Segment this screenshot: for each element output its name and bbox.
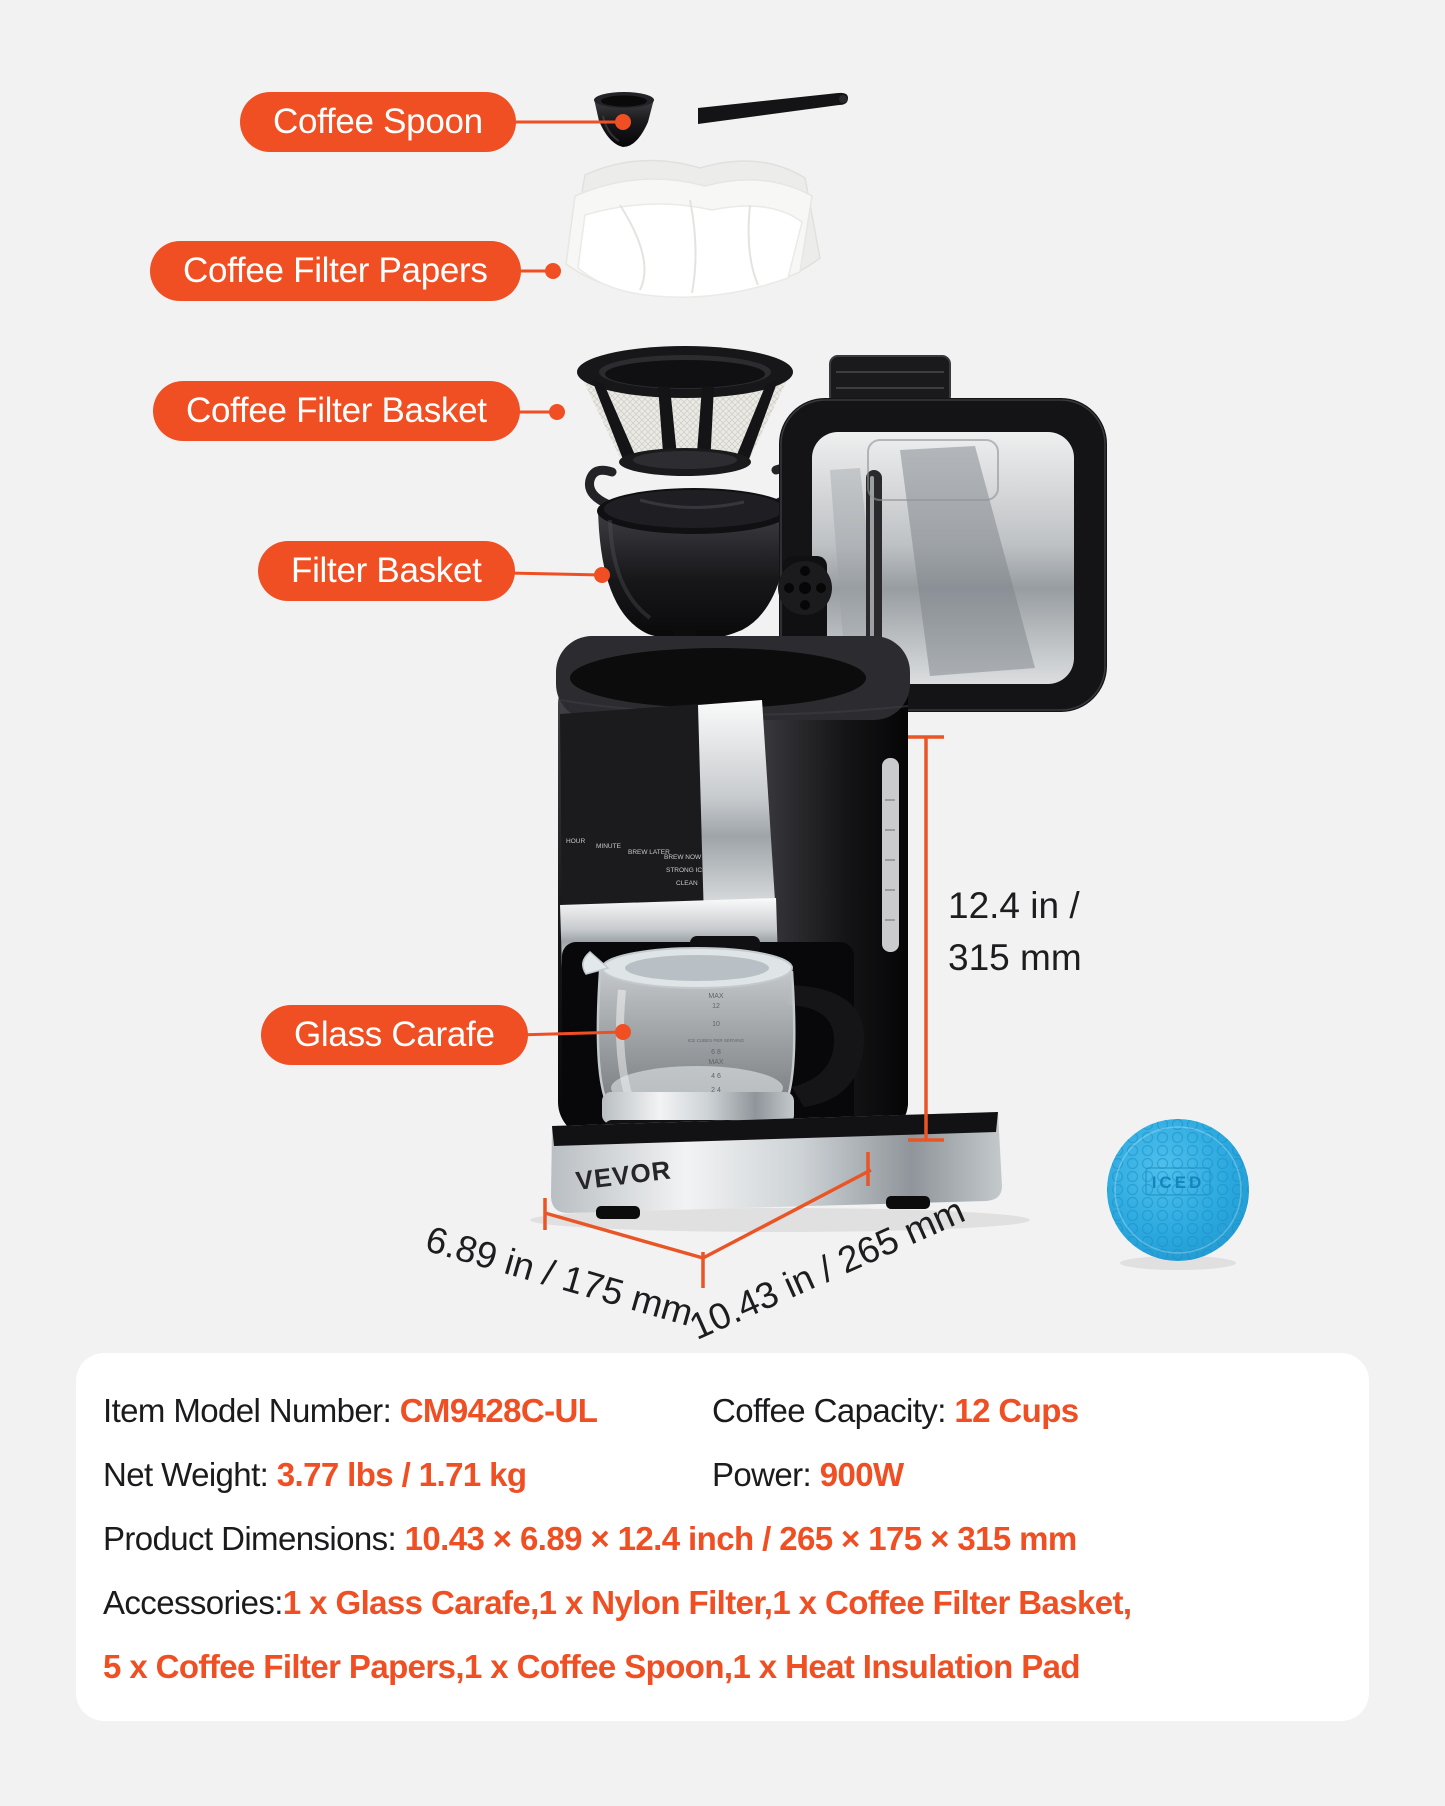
spec-accessories-line2: 5 x Coffee Filter Papers,1 x Coffee Spoo…: [103, 1648, 1349, 1686]
spec-power: Power: 900W: [712, 1456, 1349, 1494]
svg-text:6 8: 6 8: [711, 1049, 721, 1056]
coffee-machine-photo: HOUR MINUTE BREW LATER BREW NOW STRONG I…: [530, 355, 1107, 1232]
spec-label: Coffee Capacity:: [712, 1392, 955, 1429]
machine-stainless-corner: [698, 700, 776, 920]
heat-pad-iced-label: ICED: [1152, 1173, 1205, 1192]
carafe-markings: MAX 12 10 ICE CUBES PER SERVING 6 8 MAX …: [688, 993, 745, 1094]
svg-text:2 4: 2 4: [711, 1087, 721, 1094]
coffee-filter-papers-photo: [565, 159, 821, 298]
spec-label: Product Dimensions:: [103, 1520, 405, 1557]
glass-carafe-photo: MAX 12 10 ICE CUBES PER SERVING 6 8 MAX …: [582, 947, 865, 1138]
heat-insulation-pad-photo: ICED: [1107, 1119, 1249, 1270]
callout-dot-glass-carafe: [615, 1024, 631, 1040]
machine-control-panel: HOUR MINUTE BREW LATER BREW NOW STRONG I…: [560, 700, 778, 968]
panel-button-minute: MINUTE: [596, 843, 622, 850]
spec-value: 12 Cups: [954, 1392, 1079, 1429]
callout-pill-coffee-spoon: Coffee Spoon: [240, 92, 516, 152]
machine-lid-open: [779, 355, 1107, 712]
panel-button-clean: CLEAN: [676, 880, 698, 887]
callout-pill-filter-basket: Filter Basket: [258, 541, 515, 601]
dimension-annotations: [543, 735, 944, 1288]
panel-button-brew-now: BREW NOW: [664, 854, 702, 861]
machine-top-basin: [556, 636, 910, 720]
svg-text:12: 12: [712, 1003, 720, 1010]
panel-button-brew-later: BREW LATER: [628, 849, 670, 856]
spec-label: Item Model Number:: [103, 1392, 400, 1429]
spec-value: 1 x Glass Carafe,1 x Nylon Filter,1 x Co…: [282, 1584, 1132, 1621]
machine-water-window: [882, 758, 899, 952]
depth-dimension-label: 6.89 in / 175 mm: [421, 1218, 697, 1333]
height-dimension-label-line1: 12.4 in /: [948, 885, 1080, 926]
svg-text:4 6: 4 6: [711, 1073, 721, 1080]
svg-text:MAX: MAX: [708, 1059, 724, 1066]
callout-dot-filter-papers: [545, 263, 561, 279]
machine-base: VEVOR: [530, 1112, 1030, 1232]
svg-text:ICE CUBES PER SERVING: ICE CUBES PER SERVING: [688, 1038, 745, 1043]
spec-label: Power:: [712, 1456, 820, 1493]
svg-text:10: 10: [712, 1021, 720, 1028]
spec-grid: Item Model Number: CM9428C-UL Coffee Cap…: [103, 1379, 1349, 1699]
spec-value: 10.43 × 6.89 × 12.4 inch / 265 × 175 × 3…: [404, 1520, 1078, 1557]
spec-label: Net Weight:: [103, 1456, 277, 1493]
callout-pill-coffee-filter-basket: Coffee Filter Basket: [153, 381, 520, 441]
coffee-spoon-photo: [594, 92, 848, 147]
callout-dots: [545, 114, 631, 1040]
spec-card: Item Model Number: CM9428C-UL Coffee Cap…: [76, 1353, 1369, 1721]
spec-label: Accessories:: [103, 1584, 283, 1621]
panel-button-hour: HOUR: [566, 838, 585, 845]
spec-coffee-capacity: Coffee Capacity: 12 Cups: [712, 1392, 1349, 1430]
spec-net-weight: Net Weight: 3.77 lbs / 1.71 kg: [103, 1456, 712, 1494]
spec-accessories-line1: Accessories:1 x Glass Carafe,1 x Nylon F…: [103, 1584, 1349, 1622]
spec-value: 3.77 lbs / 1.71 kg: [276, 1456, 527, 1493]
width-dimension-line: [702, 1168, 872, 1260]
callout-dot-coffee-spoon: [615, 114, 631, 130]
spec-value: 900W: [819, 1456, 904, 1493]
callout-dot-filter-basket-mesh: [549, 404, 565, 420]
coffee-filter-basket-photo: [577, 346, 793, 476]
spec-value: 5 x Coffee Filter Papers,1 x Coffee Spoo…: [103, 1648, 1081, 1685]
filter-basket-photo: [584, 463, 804, 659]
svg-text:MAX: MAX: [708, 993, 724, 1000]
depth-dimension-line: [544, 1211, 704, 1260]
callout-dot-filter-basket: [594, 567, 610, 583]
spec-value: CM9428C-UL: [399, 1392, 598, 1429]
spec-product-dimensions: Product Dimensions: 10.43 × 6.89 × 12.4 …: [103, 1520, 1349, 1558]
callout-pill-glass-carafe: Glass Carafe: [261, 1005, 528, 1065]
panel-button-strong-iced: STRONG ICED: [666, 867, 711, 874]
spec-item-model-number: Item Model Number: CM9428C-UL: [103, 1392, 712, 1430]
height-dimension-label-line2: 315 mm: [948, 937, 1082, 978]
callout-pill-coffee-filter-papers: Coffee Filter Papers: [150, 241, 521, 301]
